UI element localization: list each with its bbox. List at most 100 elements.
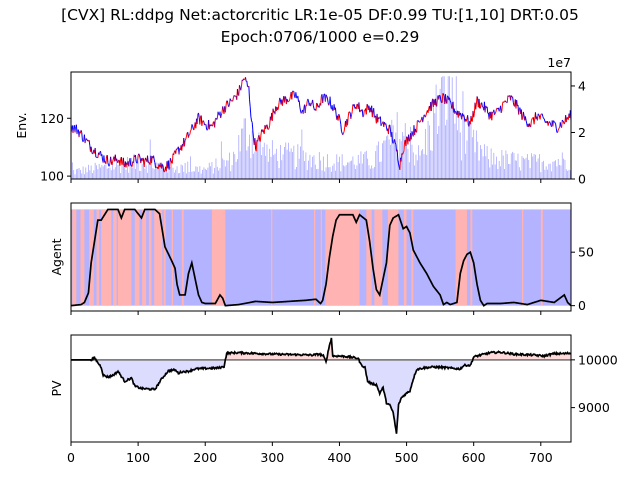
price-segment — [524, 116, 527, 121]
pv-right-tick-label: 10000 — [578, 352, 618, 367]
price-segment — [442, 92, 444, 95]
buy-band — [387, 209, 399, 306]
price-segment — [475, 104, 477, 110]
agent-right-tick-label: 0 — [578, 298, 586, 313]
price-segment — [206, 128, 209, 131]
price-segment — [479, 103, 482, 109]
price-segment — [322, 97, 324, 103]
price-segment — [476, 96, 479, 99]
price-segment — [328, 103, 330, 106]
price-segment — [293, 91, 295, 97]
price-segment — [72, 127, 75, 133]
price-segment — [387, 124, 390, 135]
price-segment — [245, 77, 247, 82]
buy-band — [271, 209, 273, 306]
price-segment — [243, 78, 246, 81]
price-segment — [449, 100, 452, 103]
price-segment — [224, 105, 227, 113]
price-segment — [494, 111, 497, 114]
price-segment — [467, 115, 469, 126]
price-segment — [138, 153, 140, 156]
price-segment — [347, 111, 350, 118]
price-segment — [331, 105, 334, 111]
price-segment — [173, 151, 175, 156]
buy-band — [411, 209, 414, 306]
buy-band — [211, 209, 226, 306]
price-segment — [111, 161, 114, 165]
price-segment — [307, 98, 310, 102]
price-segment — [312, 99, 314, 106]
price-segment — [392, 141, 395, 144]
price-segment — [238, 85, 240, 96]
price-segment — [506, 95, 509, 103]
price-segment — [349, 111, 351, 114]
price-segment — [417, 120, 420, 122]
price-segment — [520, 109, 523, 120]
price-segment — [518, 108, 520, 115]
price-segment — [355, 104, 358, 110]
price-segment — [106, 155, 109, 163]
price-segment — [380, 123, 383, 127]
price-segment — [81, 132, 83, 141]
buy-band — [96, 209, 100, 306]
price-segment — [185, 136, 187, 140]
price-segment — [185, 132, 188, 137]
price-segment — [450, 102, 453, 108]
price-segment — [240, 79, 243, 87]
price-segment — [226, 100, 229, 105]
price-segment — [193, 126, 195, 131]
buy-band — [366, 209, 372, 306]
price-segment — [283, 96, 286, 103]
price-segment — [338, 115, 341, 121]
price-segment — [557, 129, 559, 133]
price-segment — [394, 142, 397, 145]
price-segment — [216, 118, 218, 120]
price-segment — [470, 116, 473, 122]
price-segment — [402, 151, 405, 153]
price-segment — [538, 114, 540, 117]
env-right-tick-label: 0 — [578, 172, 586, 187]
price-segment — [562, 120, 565, 123]
chart-subtitle: Epoch:0706/1000 e=0.29 — [220, 28, 420, 46]
buy-band — [154, 209, 163, 306]
buy-band — [455, 209, 467, 306]
price-segment — [74, 126, 77, 133]
price-segment — [251, 120, 253, 123]
price-segment — [277, 108, 279, 111]
price-segment — [233, 95, 236, 97]
pv-x-tick-label: 200 — [193, 450, 217, 465]
price-segment — [365, 104, 368, 115]
price-segment — [190, 129, 192, 132]
env-y-tick-label: 120 — [40, 111, 64, 126]
price-segment — [202, 120, 205, 123]
price-segment — [561, 120, 563, 128]
price-segment — [486, 106, 489, 114]
price-segment — [555, 123, 557, 129]
price-segment — [402, 152, 404, 155]
price-segment — [230, 99, 232, 102]
price-segment — [400, 153, 403, 162]
price-segment — [151, 156, 153, 164]
price-segment — [191, 124, 193, 126]
price-segment — [262, 129, 265, 133]
price-segment — [358, 102, 361, 112]
price-segment — [312, 105, 315, 109]
price-segment — [249, 99, 251, 107]
price-segment — [304, 105, 307, 114]
price-segment — [362, 115, 365, 118]
price-segment — [84, 139, 87, 144]
price-segment — [522, 111, 525, 116]
price-segment — [116, 158, 118, 162]
position-line — [70, 208, 572, 307]
price-segment — [210, 124, 213, 126]
price-segment — [205, 124, 208, 130]
price-segment — [397, 159, 400, 165]
price-segment — [440, 99, 442, 103]
price-segment — [478, 98, 481, 109]
price-segment — [189, 130, 191, 135]
price-segment — [302, 107, 305, 114]
price-segment — [281, 100, 284, 106]
price-segment — [315, 103, 318, 111]
buy-band — [134, 209, 140, 306]
